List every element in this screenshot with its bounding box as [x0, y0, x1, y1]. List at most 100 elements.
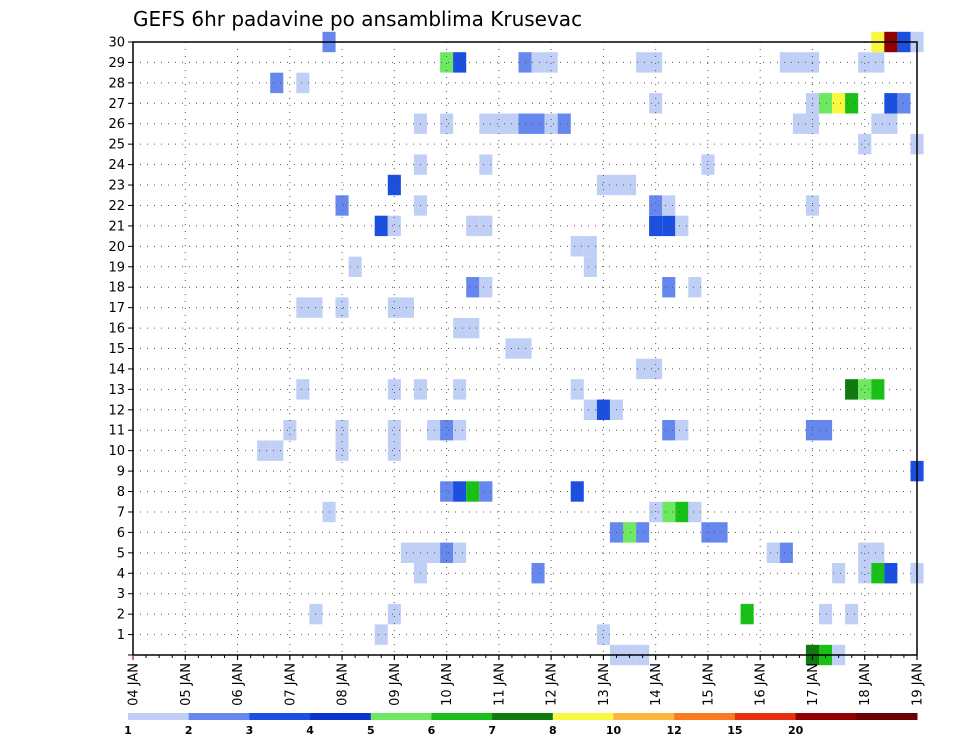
- x-tick-label: 19 JAN: [911, 663, 926, 706]
- precip-cell: [819, 93, 833, 114]
- y-tick-label: 11: [108, 424, 125, 439]
- precip-cell: [596, 624, 610, 645]
- precip-cell: [845, 379, 859, 400]
- precip-cell: [779, 542, 793, 563]
- precip-cell: [858, 52, 872, 73]
- legend-swatch: [128, 713, 190, 720]
- precip-cell: [792, 52, 806, 73]
- legend-swatch: [552, 713, 614, 720]
- y-tick-label: 16: [108, 322, 125, 337]
- x-tick-label: 05 JAN: [179, 663, 194, 706]
- precip-cell: [374, 215, 388, 237]
- precip-cell: [387, 420, 401, 441]
- precip-cell: [740, 603, 754, 625]
- legend-label: 5: [367, 724, 375, 737]
- y-tick-label: 14: [108, 362, 125, 377]
- legend-swatch: [856, 713, 918, 720]
- precip-cell: [884, 113, 898, 134]
- x-tick-label: 06 JAN: [231, 663, 246, 706]
- precip-cell: [570, 379, 584, 400]
- legend-swatch: [674, 713, 736, 720]
- precip-cell: [453, 379, 467, 400]
- precip-cell: [623, 522, 637, 543]
- x-tick-label: 09 JAN: [388, 663, 403, 706]
- precip-cell: [819, 420, 833, 441]
- legend-swatch: [795, 713, 857, 720]
- legend-label: 4: [306, 724, 314, 737]
- precip-cell: [649, 93, 663, 114]
- precip-cell: [427, 420, 441, 441]
- precip-cell: [531, 563, 545, 584]
- legend-label: 2: [185, 724, 193, 737]
- x-axis: 04 JAN 05 JAN 06 JAN 07 JAN 08 JAN 09 JAN 10 J…: [127, 655, 926, 706]
- precip-cell: [466, 277, 480, 298]
- y-tick-label: 5: [117, 546, 125, 561]
- x-tick-label: 12 JAN: [545, 663, 560, 706]
- precip-cell: [636, 52, 650, 73]
- precip-cell: [335, 195, 349, 216]
- precip-cell: [675, 501, 689, 523]
- precip-cell: [688, 501, 702, 523]
- precip-cell: [531, 52, 545, 73]
- y-tick-label: 18: [108, 281, 125, 296]
- precip-cell: [583, 256, 597, 277]
- grid-lines: [133, 42, 917, 655]
- precip-cell: [858, 379, 872, 400]
- precip-cell: [335, 440, 349, 461]
- precip-cell: [636, 358, 650, 380]
- legend-swatch: [310, 713, 372, 720]
- x-tick-label: 14 JAN: [649, 663, 664, 706]
- precip-cell: [440, 481, 454, 502]
- legend-swatch: [734, 713, 797, 720]
- y-tick-label: 23: [108, 179, 125, 194]
- x-tick-label: 13 JAN: [597, 663, 612, 706]
- precip-cell: [440, 542, 454, 563]
- legend-label: 12: [667, 724, 682, 737]
- precip-cell: [832, 563, 846, 584]
- legend-swatch: [370, 713, 432, 720]
- precip-cell: [662, 195, 676, 216]
- precip-cell: [387, 297, 401, 318]
- precip-cell: [453, 52, 467, 73]
- x-tick-label: 15 JAN: [701, 663, 716, 706]
- y-tick-label: 29: [108, 56, 125, 71]
- precip-cell: [335, 420, 349, 441]
- precip-cell: [570, 236, 584, 257]
- precip-cell: [348, 256, 362, 277]
- y-tick-label: 19: [108, 260, 125, 275]
- precip-cell: [296, 297, 310, 318]
- legend-swatch: [249, 713, 311, 720]
- precip-cell: [649, 215, 663, 237]
- precip-cell: [544, 113, 558, 134]
- y-tick-label: 4: [117, 567, 125, 582]
- precip-cell: [492, 113, 506, 134]
- precip-cell: [871, 379, 885, 400]
- precip-cell: [453, 542, 467, 563]
- precip-cell: [596, 174, 610, 196]
- precip-cell: [871, 113, 885, 134]
- y-tick-label: 7: [117, 505, 125, 520]
- precip-cell: [296, 379, 310, 400]
- precip-cell: [453, 420, 467, 441]
- y-tick-label: 8: [117, 485, 125, 500]
- y-tick-label: 30: [108, 36, 125, 51]
- precip-cell: [283, 420, 297, 441]
- precip-cell: [858, 133, 872, 155]
- precip-cell: [557, 113, 571, 134]
- precip-cell: [675, 215, 689, 237]
- precip-cell: [884, 563, 898, 584]
- y-tick-label: 6: [117, 526, 125, 541]
- color-legend: 1 2 3 4 5 6 7 8 10 12 15 20: [124, 713, 918, 737]
- legend-label: 10: [606, 724, 622, 737]
- precip-cell: [871, 52, 885, 73]
- y-tick-label: 3: [117, 587, 125, 602]
- precip-cell: [832, 93, 846, 114]
- x-tick-label: 10 JAN: [440, 663, 455, 706]
- legend-swatch: [613, 713, 675, 720]
- legend-label: 1: [124, 724, 132, 737]
- y-tick-label: 9: [117, 465, 125, 480]
- precip-cell: [623, 174, 637, 196]
- y-tick-label: 21: [108, 219, 125, 234]
- precip-cell: [583, 399, 597, 420]
